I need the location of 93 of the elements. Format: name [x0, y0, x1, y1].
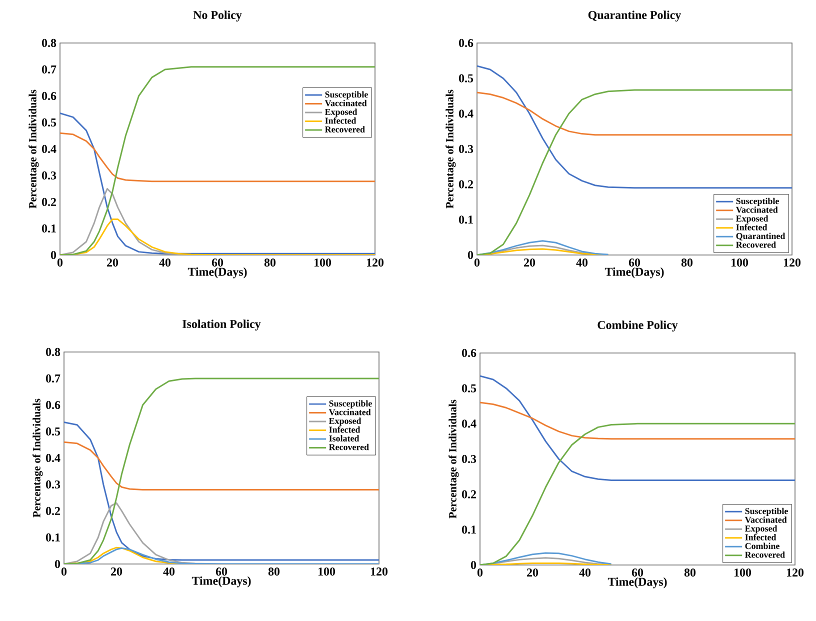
y-tick-label: 0 [54, 560, 60, 568]
y-tick-label: 0.7 [46, 374, 60, 383]
x-tick-label: 40 [576, 258, 588, 267]
y-tick-label: 0.1 [42, 224, 56, 233]
x-tick-label: 80 [268, 568, 280, 576]
y-axis-title: Percentage of Individuals [446, 90, 456, 208]
legend-label: Vaccinated [744, 516, 787, 523]
y-tick-label: 0.3 [42, 171, 56, 180]
x-tick-label: 80 [264, 258, 276, 267]
x-tick-label: 20 [524, 258, 536, 267]
legend-label: Exposed [328, 418, 362, 426]
x-tick-label: 60 [216, 568, 228, 576]
y-tick-label: 0.2 [458, 180, 473, 188]
chart-title: Isolation Policy [182, 320, 261, 330]
y-tick-label: 0.5 [462, 384, 476, 392]
legend-label: Susceptible [329, 400, 372, 408]
x-tick-label: 60 [628, 258, 640, 267]
y-tick-label: 0.8 [46, 348, 60, 356]
y-tick-label: 0.5 [458, 74, 474, 82]
y-tick-label: 0.2 [42, 198, 56, 206]
x-tick-label: 40 [579, 568, 591, 577]
legend-label: Combine [745, 542, 780, 550]
x-tick-label: 100 [314, 258, 332, 267]
legend-label: Recovered [736, 241, 776, 248]
y-tick-label: 0.3 [458, 144, 474, 154]
y-tick-label: 0.1 [458, 216, 473, 224]
legend-label: Recovered [744, 551, 785, 558]
y-tick-label: 0.6 [42, 92, 56, 100]
x-tick-label: 120 [370, 568, 388, 576]
x-tick-label: 0 [61, 568, 67, 576]
y-tick-label: 0.5 [42, 118, 56, 127]
y-tick-label: 0.4 [46, 454, 60, 462]
y-tick-label: 0.3 [46, 480, 60, 489]
x-tick-label: 60 [632, 568, 644, 577]
legend-label: Susceptible [736, 198, 779, 206]
chart-title: Quarantine Policy [588, 10, 682, 22]
x-tick-label: 40 [159, 258, 171, 267]
legend-label: Susceptible [325, 91, 368, 100]
x-tick-label: 40 [163, 568, 175, 576]
x-tick-label: 80 [681, 258, 693, 267]
legend-label: Exposed [324, 108, 358, 117]
x-tick-label: 120 [366, 258, 384, 267]
legend-label: Exposed [736, 215, 768, 224]
y-tick-label: 0.6 [46, 400, 60, 410]
x-axis-title: Time(Days) [604, 267, 664, 278]
legend-label: Quarantined [736, 232, 786, 240]
y-axis-title: Percentage of Individuals [32, 398, 43, 518]
x-tick-label: 20 [527, 568, 538, 577]
legend-label: Infected [736, 224, 768, 230]
legend-label: Infected [745, 534, 776, 540]
y-tick-label: 0.4 [458, 110, 474, 118]
legend-label: Vaccinated [736, 206, 778, 213]
y-axis-title: Percentage of Individuals [448, 400, 459, 518]
x-tick-label: 100 [731, 258, 748, 267]
x-tick-label: 0 [477, 568, 483, 577]
y-tick-label: 0.4 [42, 144, 56, 154]
x-axis-title: Time(Days) [188, 267, 247, 278]
y-tick-label: 0.5 [46, 427, 60, 436]
y-tick-label: 0 [470, 560, 476, 570]
legend-label: Recovered [328, 444, 369, 450]
x-tick-label: 100 [318, 568, 336, 576]
x-axis-title: Time(Days) [608, 577, 667, 588]
y-tick-label: 0.6 [458, 38, 474, 48]
y-tick-label: 0.8 [42, 38, 56, 48]
legend-label: Vaccinated [324, 100, 367, 106]
y-tick-label: 0.2 [462, 490, 476, 498]
x-tick-label: 80 [684, 568, 696, 577]
legend-label: Infected [325, 117, 356, 124]
chart-title: No Policy [193, 10, 242, 22]
legend-label: Recovered [324, 126, 365, 132]
y-tick-label: 0.1 [46, 533, 60, 542]
y-tick-label: 0.4 [462, 420, 476, 428]
x-tick-label: 100 [734, 568, 752, 577]
legend-label: Isolated [329, 435, 360, 442]
legend-label: Infected [329, 426, 360, 433]
x-tick-label: 120 [784, 258, 801, 267]
chart-title: Combine Policy [598, 320, 678, 332]
x-axis-title: Time(Days) [192, 576, 251, 588]
y-tick-label: 0 [468, 250, 474, 260]
x-tick-label: 60 [212, 258, 224, 267]
legend-label: Vaccinated [328, 408, 371, 416]
y-tick-label: 0.1 [462, 526, 476, 534]
x-tick-label: 20 [111, 568, 122, 576]
x-tick-label: 120 [786, 568, 804, 577]
y-axis-title: Percentage of Individuals [28, 90, 39, 208]
y-tick-label: 0.3 [462, 454, 476, 464]
y-tick-label: 0 [50, 250, 56, 260]
x-tick-label: 20 [107, 258, 118, 267]
y-tick-label: 0.2 [46, 506, 60, 516]
legend-label: Exposed [744, 525, 778, 534]
y-tick-label: 0.6 [462, 348, 476, 358]
legend-label: Susceptible [745, 508, 788, 516]
y-tick-label: 0.7 [42, 65, 56, 74]
